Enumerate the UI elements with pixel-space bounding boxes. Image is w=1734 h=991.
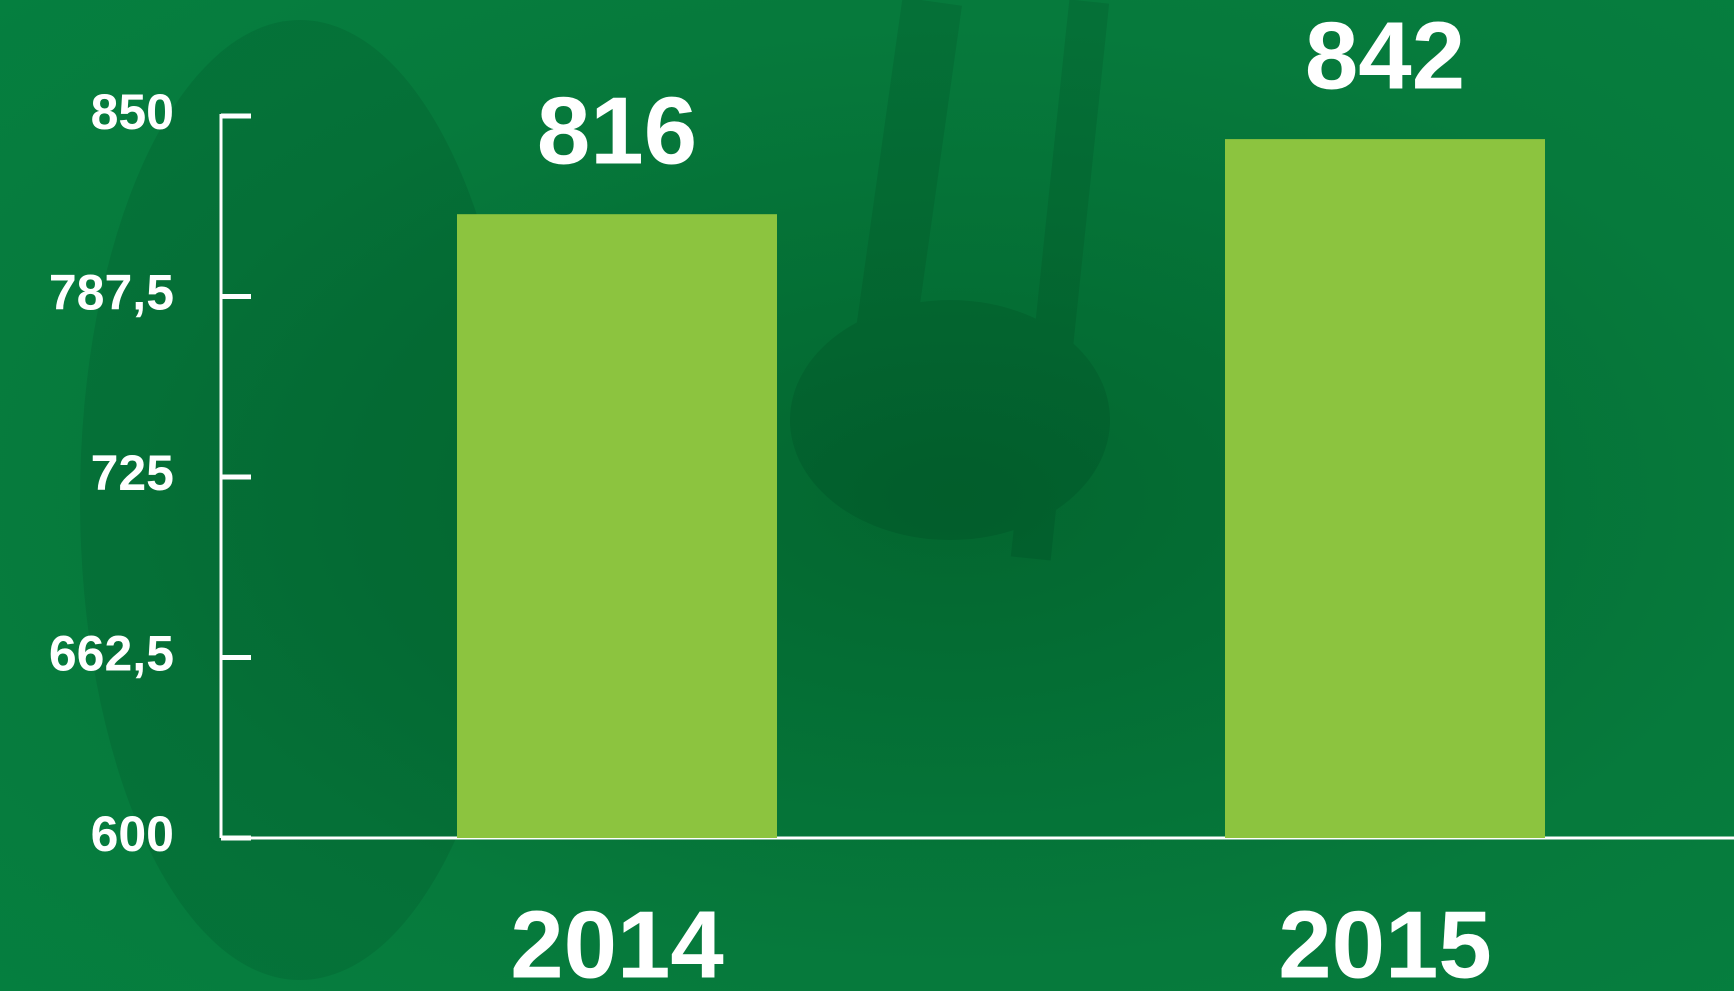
value-label: 816: [537, 78, 697, 185]
x-tick-label: 2015: [1278, 891, 1492, 991]
photo-shading: [80, 0, 1110, 980]
y-tick-label: 662,5: [49, 626, 174, 682]
y-tick-label: 725: [91, 445, 174, 501]
y-tick-label: 600: [91, 806, 174, 862]
y-tick-label: 787,5: [49, 265, 174, 321]
x-tick-label: 2014: [510, 891, 724, 991]
value-label: 842: [1305, 2, 1465, 109]
y-tick-label: 850: [91, 84, 174, 140]
bar: [1225, 139, 1545, 838]
bar: [457, 214, 777, 838]
